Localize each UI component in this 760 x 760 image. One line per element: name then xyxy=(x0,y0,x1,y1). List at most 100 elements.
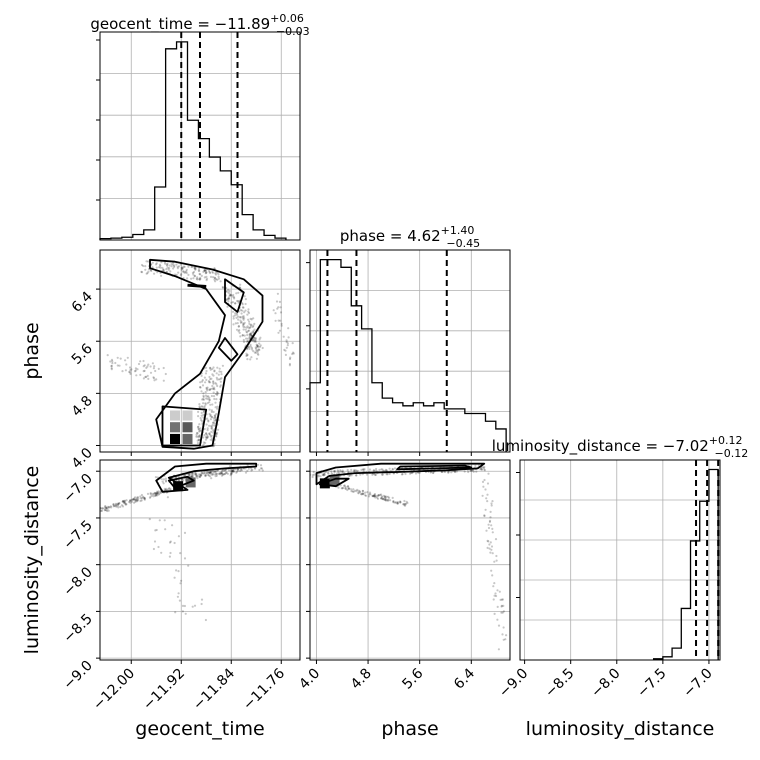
sample-point xyxy=(175,263,178,266)
sample-point xyxy=(214,272,217,275)
sample-point xyxy=(179,274,182,277)
sample-point xyxy=(128,366,132,369)
sample-point xyxy=(376,497,380,500)
sample-point xyxy=(194,472,197,475)
sample-point xyxy=(215,435,218,438)
sample-point xyxy=(482,485,485,488)
sample-point xyxy=(135,498,138,501)
sample-point xyxy=(322,473,325,477)
sample-point xyxy=(360,493,363,496)
sample-point xyxy=(502,626,505,629)
sample-point xyxy=(285,339,288,342)
sample-point xyxy=(198,272,201,276)
sample-point xyxy=(208,424,211,427)
sample-point xyxy=(250,346,253,349)
sample-point xyxy=(212,431,215,434)
sample-point xyxy=(217,472,220,475)
sample-point xyxy=(209,413,212,417)
sample-point xyxy=(201,398,204,401)
sample-point xyxy=(373,493,377,496)
sample-point xyxy=(227,296,230,299)
sample-point xyxy=(489,541,492,544)
sample-point xyxy=(392,501,395,504)
sample-point xyxy=(387,499,390,502)
sample-point xyxy=(501,633,504,636)
sample-point xyxy=(278,329,282,332)
sample-point xyxy=(154,263,158,266)
sample-point xyxy=(285,340,288,344)
sample-point xyxy=(212,380,215,383)
sample-point xyxy=(287,336,290,339)
sample-point xyxy=(232,323,235,326)
sample-point xyxy=(447,471,450,474)
sample-point xyxy=(239,319,242,322)
sample-point xyxy=(204,474,208,477)
sample-point xyxy=(209,470,213,473)
sample-point xyxy=(198,434,201,438)
sample-point xyxy=(330,472,333,475)
sample-point xyxy=(177,271,180,274)
sample-point xyxy=(490,569,493,572)
sample-point xyxy=(211,472,214,475)
sample-point xyxy=(380,497,383,500)
sample-point xyxy=(259,344,262,347)
sample-point xyxy=(388,472,391,475)
sample-point xyxy=(385,495,388,498)
y-axis-label-luminosity-distance: luminosity_distance xyxy=(21,466,43,655)
sample-point xyxy=(214,470,217,474)
sample-point xyxy=(110,368,113,371)
sample-point xyxy=(360,468,363,471)
sample-point xyxy=(496,618,499,621)
sample-point xyxy=(339,469,342,472)
sample-point xyxy=(257,345,260,348)
sample-point xyxy=(311,474,314,477)
sample-point xyxy=(272,309,275,312)
sample-point xyxy=(381,473,384,476)
sample-point xyxy=(400,473,404,476)
sample-point xyxy=(134,498,137,502)
sample-point xyxy=(203,434,206,437)
sample-point xyxy=(159,266,162,269)
sample-point xyxy=(233,297,236,300)
sample-point xyxy=(245,326,248,329)
sample-point xyxy=(221,473,224,476)
sample-point xyxy=(110,506,113,509)
sample-point xyxy=(167,488,170,491)
sample-point xyxy=(238,316,241,319)
sample-point xyxy=(243,334,246,337)
sample-point xyxy=(112,505,115,508)
sample-point xyxy=(104,505,107,508)
gt-lumdist-layer xyxy=(100,462,264,622)
sample-point xyxy=(493,612,496,616)
sample-point xyxy=(204,366,208,369)
sample-point xyxy=(123,500,126,503)
sample-point xyxy=(203,405,206,408)
sample-point xyxy=(146,271,149,275)
sample-point xyxy=(168,264,171,267)
sample-point xyxy=(242,315,245,318)
sample-point xyxy=(235,292,238,295)
sample-point xyxy=(471,469,474,472)
sample-point xyxy=(184,612,187,615)
sample-point xyxy=(206,402,209,405)
sample-point xyxy=(214,419,217,422)
sample-point xyxy=(193,266,196,269)
sample-point xyxy=(152,493,155,496)
sample-point xyxy=(183,474,186,477)
sample-point xyxy=(231,469,234,472)
phase-title: phase = 4.62+1.40 −0.45 xyxy=(340,224,480,250)
sample-point xyxy=(151,261,154,264)
sample-point xyxy=(110,365,113,368)
sample-point xyxy=(276,307,279,310)
sample-point xyxy=(241,306,244,309)
gt-lumdist-xtick-label: −11.76 xyxy=(240,665,288,713)
sample-point xyxy=(234,302,237,305)
sample-point xyxy=(121,505,125,508)
sample-point xyxy=(206,389,209,392)
sample-point xyxy=(371,495,374,498)
sample-point xyxy=(170,265,173,268)
sample-point xyxy=(498,590,501,593)
phase-lumdist-contour xyxy=(396,464,473,471)
sample-point xyxy=(246,313,249,316)
sample-point xyxy=(356,488,359,491)
